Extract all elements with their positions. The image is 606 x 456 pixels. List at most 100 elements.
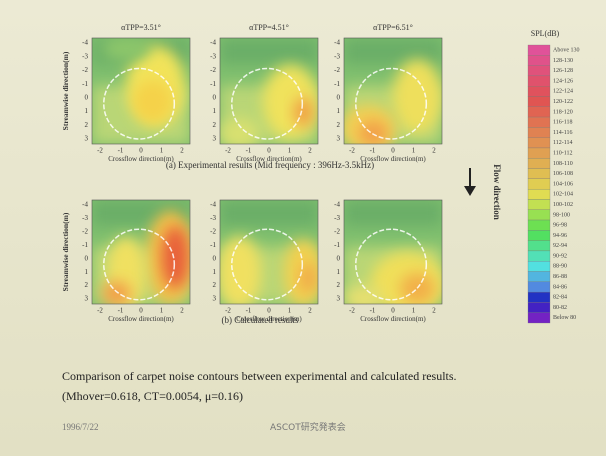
y-tick-label: 3 xyxy=(85,295,89,303)
y-tick-label: 1 xyxy=(213,107,217,115)
x-axis-label: Crossflow direction(m) xyxy=(360,315,426,323)
x-tick-label: 0 xyxy=(139,307,143,315)
x-tick-label: 0 xyxy=(391,307,395,315)
legend-swatch xyxy=(528,230,550,240)
legend-swatch xyxy=(528,66,550,76)
contour-blob xyxy=(102,281,131,306)
caption-line1: Comparison of carpet noise contours betw… xyxy=(62,369,457,383)
y-tick-label: -2 xyxy=(210,66,216,74)
legend-label: 108-110 xyxy=(553,161,573,167)
contour-blob xyxy=(294,97,314,127)
panel-title: αTPP=6.51° xyxy=(373,23,413,32)
y-tick-label: -4 xyxy=(334,39,340,47)
flow-label: Flow direction xyxy=(492,164,502,220)
y-tick-label: -2 xyxy=(210,227,216,235)
legend-label: 84-86 xyxy=(553,284,567,290)
y-tick-label: 3 xyxy=(85,135,89,143)
y-tick-label: 1 xyxy=(85,107,89,115)
y-tick-label: 0 xyxy=(213,254,217,262)
x-tick-label: 2 xyxy=(180,307,184,315)
y-tick-label: 0 xyxy=(85,254,89,262)
legend-swatch xyxy=(528,199,550,209)
y-axis-label: Streamwise direction(m) xyxy=(61,51,70,130)
legend-swatch xyxy=(528,127,550,137)
y-tick-label: -3 xyxy=(210,52,216,60)
x-tick-label: 2 xyxy=(432,147,436,155)
legend-label: 96-98 xyxy=(553,223,567,229)
x-axis-label: Crossflow direction(m) xyxy=(108,315,174,323)
legend-swatch xyxy=(528,107,550,117)
y-tick-label: -1 xyxy=(82,241,88,249)
y-tick-label: 0 xyxy=(213,93,217,101)
y-tick-label: 0 xyxy=(337,254,341,262)
x-tick-label: -1 xyxy=(370,147,376,155)
contour-top xyxy=(344,200,442,226)
y-tick-label: -3 xyxy=(334,214,340,222)
contour-blob xyxy=(133,80,172,122)
x-tick-label: 1 xyxy=(412,307,416,315)
y-tick-label: 1 xyxy=(337,107,341,115)
legend-swatch xyxy=(528,313,550,323)
y-tick-label: 2 xyxy=(337,121,341,129)
footer-event: ASCOT研究発表会 xyxy=(270,421,346,433)
legend-label: 104-106 xyxy=(553,181,573,187)
y-tick-label: 3 xyxy=(337,295,341,303)
contour-fill xyxy=(341,38,442,151)
y-tick-label: -3 xyxy=(210,214,216,222)
legend-swatch xyxy=(528,117,550,127)
x-tick-label: -2 xyxy=(349,307,355,315)
legend-swatch xyxy=(528,292,550,302)
x-tick-label: 2 xyxy=(308,147,312,155)
contour-top xyxy=(220,200,318,226)
x-tick-label: -1 xyxy=(118,147,124,155)
legend-label: 126-128 xyxy=(553,68,573,74)
y-tick-label: 1 xyxy=(85,268,89,276)
y-tick-label: -2 xyxy=(334,227,340,235)
x-tick-label: 2 xyxy=(308,307,312,315)
x-tick-label: 1 xyxy=(160,307,164,315)
legend-label: 80-82 xyxy=(553,305,567,311)
contour-fill xyxy=(344,200,445,314)
y-tick-label: -1 xyxy=(334,241,340,249)
x-tick-label: -1 xyxy=(246,307,252,315)
x-tick-label: -1 xyxy=(246,147,252,155)
y-tick-label: -4 xyxy=(210,201,216,209)
y-tick-label: 2 xyxy=(213,281,217,289)
caption-line2: (Mhover=0.618, CT=0.0054, μ=0.16) xyxy=(62,389,243,403)
legend-swatch xyxy=(528,45,550,55)
legend-swatch xyxy=(528,138,550,148)
legend-label: 110-112 xyxy=(553,150,573,156)
legend-label: 92-94 xyxy=(553,243,567,249)
legend-label: 82-84 xyxy=(553,295,567,301)
legend-label: 106-108 xyxy=(553,171,573,177)
legend-swatch xyxy=(528,179,550,189)
y-tick-label: 1 xyxy=(337,268,341,276)
legend-label: 102-104 xyxy=(553,192,573,198)
y-tick-label: -2 xyxy=(82,227,88,235)
x-tick-label: 1 xyxy=(412,147,416,155)
legend-swatch xyxy=(528,158,550,168)
y-tick-label: -2 xyxy=(82,66,88,74)
legend-swatch xyxy=(528,86,550,96)
legend-swatch xyxy=(528,148,550,158)
x-tick-label: 1 xyxy=(160,147,164,155)
slide: (a) Experimental results (Mid frequency … xyxy=(0,0,606,456)
legend-label: 128-130 xyxy=(553,58,573,64)
y-axis-label: Streamwise direction(m) xyxy=(61,212,70,291)
x-tick-label: 0 xyxy=(391,147,395,155)
y-tick-label: -4 xyxy=(210,39,216,47)
contour-fill xyxy=(92,36,190,144)
x-tick-label: 1 xyxy=(288,147,292,155)
legend-label: 100-102 xyxy=(553,202,573,208)
y-tick-label: 3 xyxy=(337,135,341,143)
y-tick-label: -4 xyxy=(82,39,88,47)
y-tick-label: 3 xyxy=(213,135,217,143)
footer-date: 1996/7/22 xyxy=(62,422,99,432)
legend-swatch xyxy=(528,302,550,312)
x-tick-label: 1 xyxy=(288,307,292,315)
legend-label: 88-90 xyxy=(553,264,567,270)
y-tick-label: 2 xyxy=(213,121,217,129)
y-tick-label: -3 xyxy=(82,214,88,222)
